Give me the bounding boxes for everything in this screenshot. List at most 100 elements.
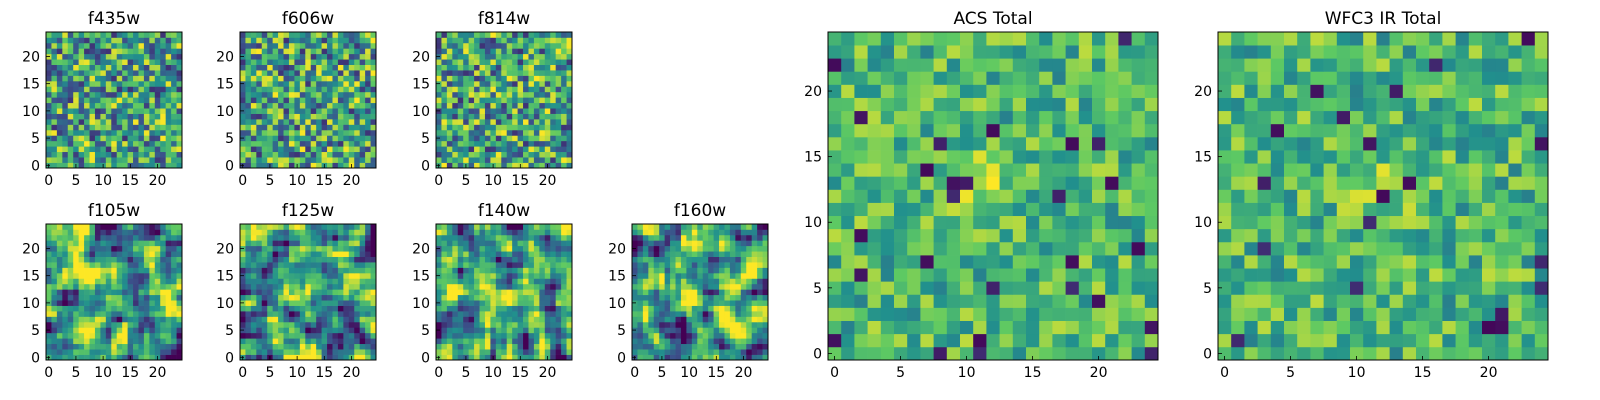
heatmap-cell: [299, 135, 306, 142]
heatmap-cell: [719, 289, 725, 296]
heatmap-cell: [452, 234, 459, 241]
heatmap-cell: [348, 97, 355, 104]
heatmap-cell: [544, 349, 551, 355]
heatmap-cell: [250, 278, 257, 285]
heatmap-cell: [73, 343, 79, 350]
heatmap-cell: [686, 278, 693, 285]
heatmap-cell: [176, 283, 183, 290]
heatmap-cell: [84, 113, 90, 120]
heatmap-cell: [973, 281, 987, 295]
heatmap-cell: [160, 321, 167, 328]
heatmap-cell: [463, 343, 469, 350]
heatmap-cell: [457, 135, 464, 142]
heatmap-cell: [348, 86, 355, 93]
heatmap-cell: [240, 157, 246, 163]
heatmap-cell: [512, 332, 518, 339]
heatmap-cell: [566, 42, 573, 49]
heatmap-cell: [73, 321, 79, 328]
heatmap-cell: [100, 332, 107, 339]
heatmap-cell: [250, 80, 257, 87]
heatmap-cell: [288, 327, 295, 334]
heatmap-cell: [457, 300, 464, 306]
heatmap-cell: [446, 91, 453, 98]
heatmap-cell: [154, 64, 161, 71]
heatmap-cell: [116, 157, 123, 163]
heatmap-cell: [294, 140, 301, 147]
heatmap-cell: [46, 113, 52, 120]
heatmap-cell: [457, 343, 464, 350]
heatmap-cell: [354, 48, 361, 55]
heatmap-cell: [100, 146, 107, 153]
heatmap-cell: [261, 343, 268, 350]
heatmap-cell: [343, 102, 350, 109]
heatmap-cell: [94, 75, 101, 82]
heatmap-cell: [495, 349, 502, 355]
heatmap-cell: [51, 267, 58, 274]
heatmap-cell: [960, 123, 974, 138]
heatmap-cell: [632, 332, 638, 339]
heatmap-cell: [452, 327, 459, 334]
heatmap-cell: [111, 113, 118, 120]
heatmap-cell: [436, 97, 442, 104]
heatmap-cell: [960, 268, 974, 282]
x-tick-label: 10: [288, 173, 306, 189]
heatmap-cell: [501, 354, 508, 361]
heatmap-cell: [354, 64, 361, 71]
heatmap-cell: [165, 140, 172, 147]
heatmap-cell: [278, 343, 284, 350]
heatmap-cell: [724, 240, 731, 247]
heatmap-cell: [272, 162, 279, 169]
heatmap-cell: [973, 255, 987, 269]
heatmap-cell: [149, 157, 156, 163]
heatmap-cell: [986, 346, 1000, 361]
heatmap-cell: [46, 86, 52, 93]
heatmap-cell: [566, 135, 573, 142]
x-tick-label: 0: [238, 365, 247, 381]
heatmap-cell: [160, 245, 167, 252]
heatmap-cell: [544, 157, 551, 163]
heatmap-cell: [539, 354, 546, 361]
heatmap-cell: [51, 327, 58, 334]
heatmap-cell: [111, 146, 118, 153]
heatmap-cell: [250, 294, 257, 301]
heatmap-cell: [62, 151, 69, 158]
heatmap-cell: [294, 234, 301, 241]
heatmap-cell: [446, 305, 453, 312]
heatmap-cell: [960, 150, 974, 164]
x-tick-label: 15: [511, 365, 529, 381]
heatmap-cell: [149, 70, 156, 76]
heatmap-cell: [436, 91, 442, 98]
heatmap-cell: [555, 42, 562, 49]
heatmap-cell: [78, 354, 85, 361]
heatmap-cell: [283, 75, 290, 82]
x-tick-label: 15: [121, 173, 139, 189]
heatmap-cell: [653, 229, 660, 236]
heatmap-cell: [73, 91, 79, 98]
heatmap-cell: [653, 224, 660, 230]
heatmap-cell: [354, 37, 361, 44]
heatmap-cell: [283, 53, 290, 60]
heatmap-cell: [495, 97, 502, 104]
heatmap-cell: [506, 119, 513, 125]
heatmap-cell: [240, 70, 246, 76]
heatmap-cell: [468, 42, 475, 49]
heatmap-cell: [46, 251, 52, 257]
heatmap-cell: [332, 124, 339, 131]
heatmap-cell: [1144, 189, 1159, 203]
heatmap-cell: [165, 146, 172, 153]
heatmap-cell: [501, 349, 508, 355]
heatmap-cell: [517, 70, 524, 76]
heatmap-cell: [127, 151, 134, 158]
heatmap-cell: [176, 91, 183, 98]
heatmap-cell: [343, 283, 350, 290]
heatmap-cell: [637, 349, 644, 355]
heatmap-cell: [310, 124, 317, 131]
heatmap-cell: [283, 229, 290, 236]
heatmap-cell: [51, 113, 58, 120]
heatmap-cell: [517, 278, 524, 285]
heatmap-cell: [348, 37, 355, 44]
heatmap-cell: [436, 256, 442, 263]
heatmap-cell: [468, 240, 475, 247]
heatmap-cell: [1144, 176, 1159, 190]
heatmap-cell: [122, 251, 128, 257]
